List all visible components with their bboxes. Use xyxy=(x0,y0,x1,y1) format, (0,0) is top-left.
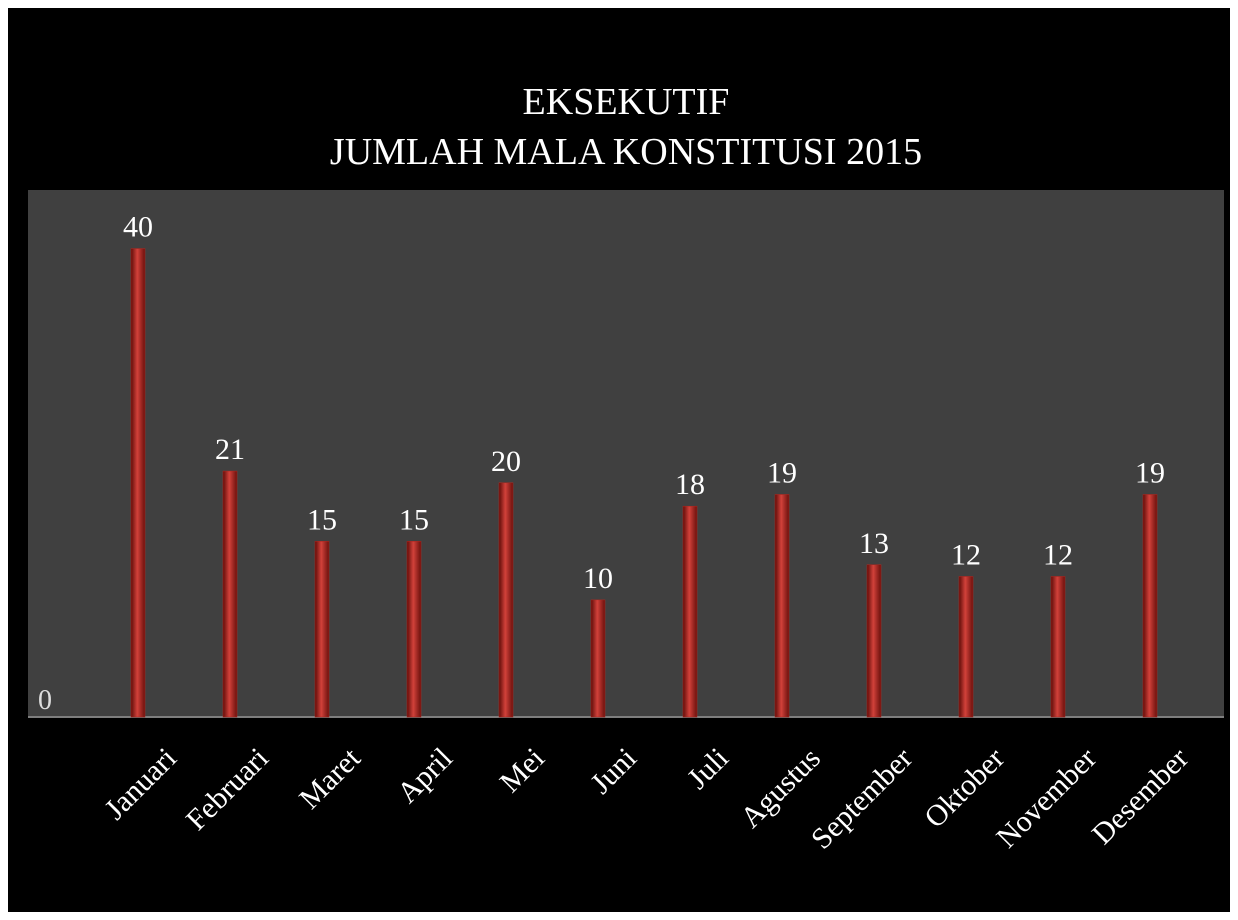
bar xyxy=(222,470,238,718)
bar xyxy=(1050,576,1066,718)
value-label: 10 xyxy=(583,562,613,595)
bar xyxy=(498,482,514,718)
bar xyxy=(958,576,974,718)
bar xyxy=(1142,494,1158,718)
value-label: 21 xyxy=(215,433,245,466)
bar xyxy=(314,541,330,718)
y-tick-label: 0 xyxy=(38,685,52,716)
bar xyxy=(866,564,882,718)
value-label: 40 xyxy=(123,211,153,244)
bar xyxy=(406,541,422,718)
value-label: 19 xyxy=(767,456,797,489)
bar xyxy=(590,599,606,718)
value-label: 19 xyxy=(1135,456,1165,489)
chart-title: JUMLAH MALA KONSTITUSI 2015 xyxy=(330,131,922,173)
value-label: 15 xyxy=(399,503,429,536)
bar xyxy=(130,248,146,718)
value-label: 20 xyxy=(491,445,521,478)
value-label: 13 xyxy=(859,527,889,560)
plot-area xyxy=(28,190,1224,718)
value-label: 12 xyxy=(951,538,981,571)
bar xyxy=(774,494,790,718)
bar xyxy=(682,505,698,718)
value-label: 15 xyxy=(307,503,337,536)
chart-title: EKSEKUTIF xyxy=(523,81,730,123)
value-label: 12 xyxy=(1043,538,1073,571)
value-label: 18 xyxy=(675,468,705,501)
